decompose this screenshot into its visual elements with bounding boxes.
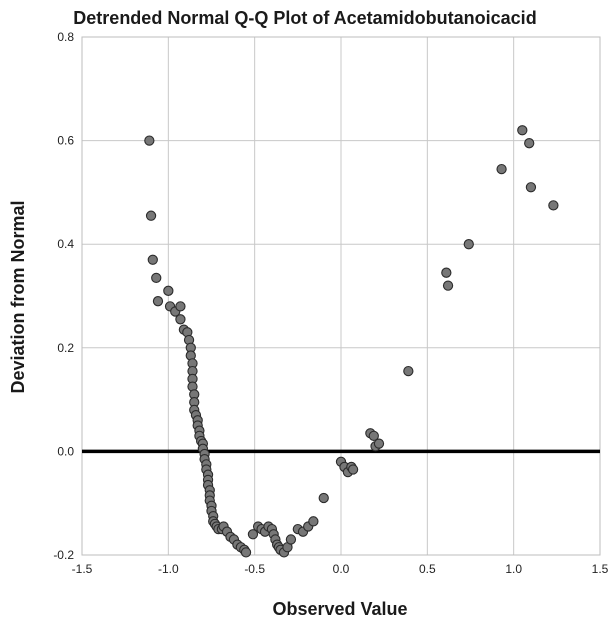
data-point-55	[240, 547, 252, 558]
data-point-89	[517, 125, 528, 136]
data-point-3	[151, 272, 162, 284]
x-tick-labels: -1.5 -1.0 -0.5 0.0 0.5 1.0 1.5	[72, 562, 609, 576]
data-point-90	[524, 138, 535, 149]
y-tick-label-0: -0.2	[53, 548, 74, 562]
data-point-5	[163, 285, 174, 296]
x-tick-label-6: 1.5	[592, 562, 609, 576]
data-point-81	[368, 430, 379, 442]
chart-title: Detrended Normal Q-Q Plot of Acetamidobu…	[73, 8, 536, 28]
data-point-69	[285, 534, 297, 545]
data-point-9	[175, 314, 186, 325]
x-tick-label-2: -0.5	[244, 562, 265, 576]
y-tick-labels: -0.2 0.0 0.2 0.4 0.6 0.8	[53, 30, 74, 562]
plot-frame	[81, 36, 601, 556]
x-tick-label-0: -1.5	[72, 562, 93, 576]
scatter-points	[144, 125, 559, 558]
data-point-92	[548, 200, 559, 211]
y-tick-label-3: 0.4	[57, 237, 74, 251]
data-point-86	[442, 280, 454, 291]
data-point-79	[347, 464, 359, 475]
data-point-83	[373, 438, 385, 449]
data-point-91	[525, 182, 537, 193]
x-tick-label-3: 0.0	[333, 562, 350, 576]
data-point-1	[145, 210, 157, 221]
x-tick-label-1: -1.0	[158, 562, 179, 576]
y-tick-label-1: 0.0	[57, 444, 74, 458]
data-point-84	[403, 365, 414, 377]
data-point-0	[144, 135, 155, 146]
y-tick-label-4: 0.6	[57, 134, 74, 148]
data-point-74	[318, 492, 329, 504]
data-point-73	[308, 516, 319, 527]
data-point-87	[463, 239, 474, 250]
data-point-4	[152, 296, 164, 307]
data-point-85	[441, 267, 452, 278]
data-point-88	[496, 163, 507, 175]
data-point-8	[175, 301, 186, 312]
grid	[81, 36, 601, 556]
data-point-2	[147, 254, 158, 265]
y-axis-label: Deviation from Normal	[8, 200, 28, 393]
y-tick-label-2: 0.2	[57, 341, 74, 355]
y-tick-label-5: 0.8	[57, 30, 74, 44]
x-axis-label: Observed Value	[272, 599, 407, 619]
x-tick-label-5: 1.0	[505, 562, 522, 576]
data-point-56	[247, 529, 259, 540]
x-tick-label-4: 0.5	[419, 562, 436, 576]
